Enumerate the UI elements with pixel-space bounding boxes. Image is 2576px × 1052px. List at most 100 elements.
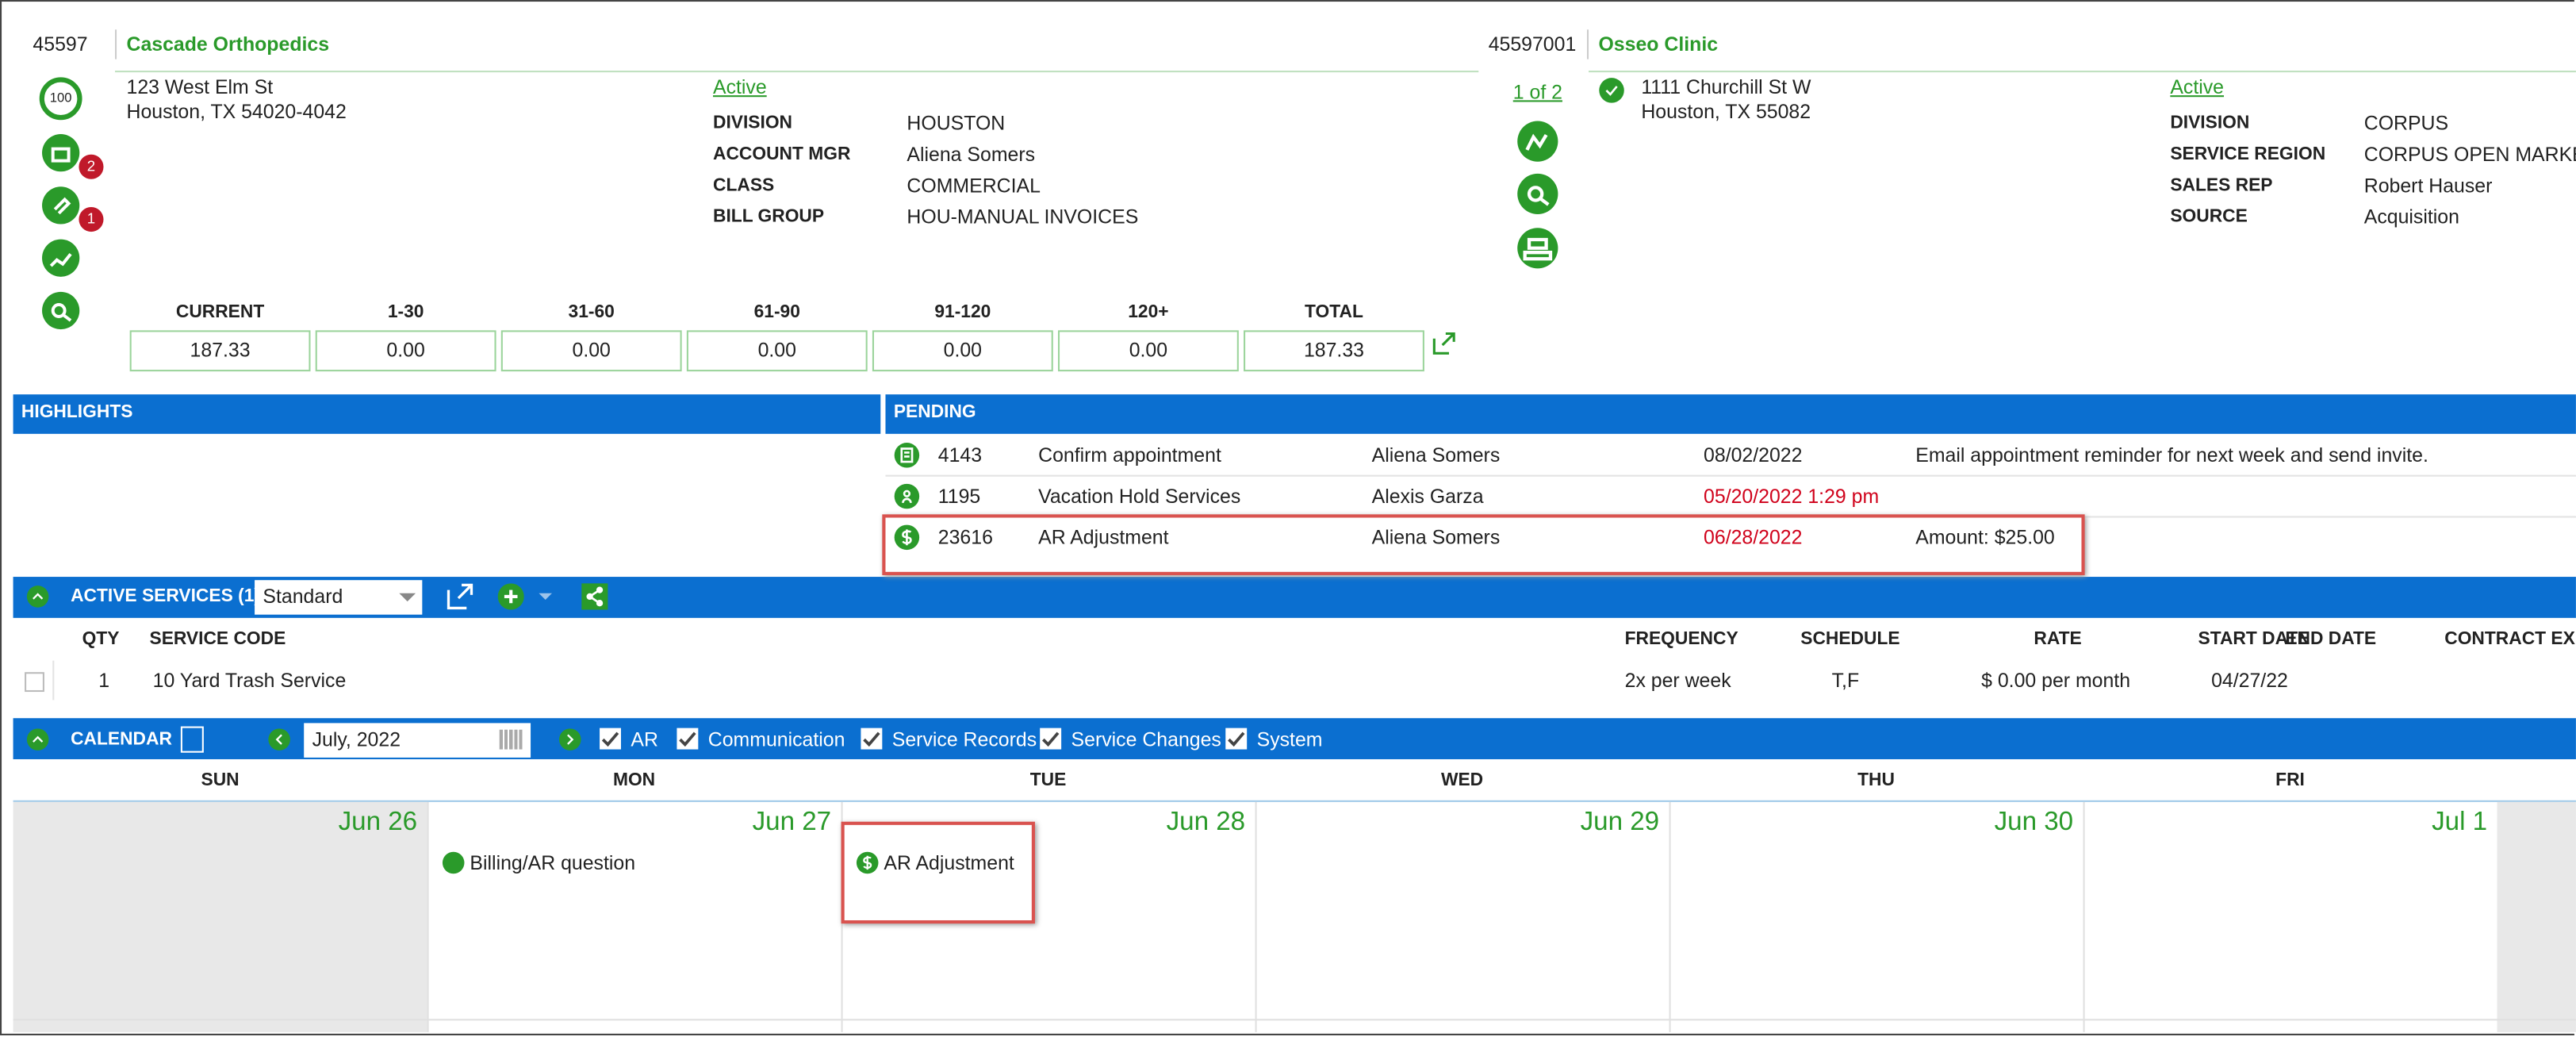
site-tool[interactable] xyxy=(1516,172,1559,215)
site-tool[interactable] xyxy=(1516,120,1559,163)
next-month[interactable] xyxy=(558,728,581,751)
cell-line xyxy=(1669,801,1671,1032)
site-check-svg xyxy=(1599,78,1624,103)
checkbox[interactable] xyxy=(600,728,621,750)
cell-date: Jul 1 xyxy=(2432,808,2488,837)
rule xyxy=(114,71,1479,73)
aging-box: 187.33 xyxy=(1244,330,1424,372)
day-header: THU xyxy=(1857,770,1895,791)
month-input[interactable]: July, 2022 xyxy=(304,723,531,758)
cell-date: Jun 30 xyxy=(1994,808,2074,837)
select-arrow[interactable] xyxy=(399,593,416,610)
site-tool[interactable] xyxy=(1516,227,1559,270)
check xyxy=(601,731,619,747)
cal-grid xyxy=(13,800,2576,1034)
share-icon xyxy=(586,586,604,607)
account-tool[interactable] xyxy=(41,291,81,331)
account-id: 45597 xyxy=(33,33,88,56)
column-header: SERVICE CODE xyxy=(149,629,286,650)
cell-line xyxy=(427,801,429,1032)
column-header: RATE xyxy=(2034,629,2082,650)
status-link[interactable]: Active xyxy=(2170,75,2225,99)
cell-date: Jun 28 xyxy=(1166,808,1246,837)
add-arrow[interactable] xyxy=(539,593,552,607)
list-btn[interactable] xyxy=(180,726,204,753)
section-title: CALENDAR xyxy=(71,729,172,750)
filter-label[interactable]: Service Changes xyxy=(1071,728,1221,751)
add-icon xyxy=(497,583,524,610)
checkbox[interactable] xyxy=(1040,728,1062,750)
open-icon xyxy=(447,583,473,610)
check xyxy=(679,731,696,747)
event[interactable]: AR Adjustment xyxy=(884,850,1014,874)
pending-cell[interactable]: Vacation Hold Services xyxy=(1038,485,1241,509)
checkbox[interactable] xyxy=(1225,728,1248,750)
collapse[interactable] xyxy=(26,728,49,751)
open-aging[interactable] xyxy=(1432,332,1455,355)
column-header: END DATE xyxy=(2285,629,2377,650)
filter-label[interactable]: Service Records xyxy=(891,728,1037,751)
column-header: FREQUENCY xyxy=(1624,629,1738,650)
account-tool[interactable] xyxy=(41,186,81,225)
row-sep xyxy=(885,474,2576,477)
pending-icon-svg xyxy=(894,443,920,468)
pending-cell: 05/20/2022 1:29 pm xyxy=(1704,485,1880,509)
next-month-svg xyxy=(559,728,581,751)
checkbox[interactable] xyxy=(861,728,883,750)
account-name[interactable]: Cascade Orthopedics xyxy=(126,33,330,56)
pending-cell[interactable]: AR Adjustment xyxy=(1038,525,1169,549)
highlight-box xyxy=(882,514,2085,575)
aging-header: 120+ xyxy=(1128,302,1169,322)
account-tool-svg xyxy=(42,239,80,277)
event[interactable]: Billing/AR question xyxy=(470,850,636,874)
service-cell: 10 Yard Trash Service xyxy=(152,669,347,693)
check xyxy=(863,731,880,747)
section-title: HIGHLIGHTS xyxy=(21,402,133,423)
cell-date: Jun 26 xyxy=(338,808,418,837)
add-btn[interactable] xyxy=(497,583,524,610)
checkbox[interactable] xyxy=(677,728,699,750)
picker[interactable] xyxy=(499,729,523,750)
day-header: SUN xyxy=(201,770,240,791)
service-cell: T,F xyxy=(1831,669,1860,693)
day-header: TUE xyxy=(1029,770,1067,791)
pending-cell[interactable]: Confirm appointment xyxy=(1038,443,1221,467)
service-cell: 1 xyxy=(98,669,110,693)
view-select[interactable]: Standard xyxy=(255,580,423,615)
account-tool[interactable] xyxy=(41,238,81,278)
service-cell: $ 0.00 per month xyxy=(1981,669,2131,693)
field-label: ACCOUNT MGR xyxy=(712,144,851,165)
services-bar xyxy=(13,577,2576,618)
site-name[interactable]: Osseo Clinic xyxy=(1598,33,1719,56)
share-btn[interactable] xyxy=(581,583,608,610)
pending-cell: 1195 xyxy=(937,485,981,509)
account-tool-svg xyxy=(42,186,80,225)
cell-line xyxy=(13,1019,2576,1021)
collapse[interactable] xyxy=(26,585,49,608)
status-link[interactable]: Active xyxy=(712,75,767,99)
expand[interactable] xyxy=(25,672,44,693)
column-header: QTY xyxy=(82,629,120,650)
address-line: Houston, TX 55082 xyxy=(1641,100,1811,124)
aging-box: 0.00 xyxy=(686,330,868,372)
aging-header: TOTAL xyxy=(1305,302,1363,322)
rule xyxy=(52,660,55,701)
cell-bg xyxy=(2497,801,2576,1032)
filter-label[interactable]: AR xyxy=(631,728,658,751)
aging-box: 0.00 xyxy=(1057,330,1239,372)
site-pager[interactable]: 1 of 2 xyxy=(1512,80,1562,104)
field-value: CORPUS OPEN MARKET xyxy=(2363,143,2576,167)
filter-label[interactable]: System xyxy=(1256,728,1323,751)
open-btn[interactable] xyxy=(447,583,473,610)
account-tool[interactable] xyxy=(41,133,81,173)
filter-label[interactable]: Communication xyxy=(707,728,845,751)
aging-header: 61-90 xyxy=(753,302,800,322)
site-tool-svg xyxy=(1517,121,1558,162)
field-label: DIVISION xyxy=(2170,113,2250,133)
prev-month[interactable] xyxy=(268,728,291,751)
field-label: SOURCE xyxy=(2170,206,2248,227)
badge: 2 xyxy=(79,154,104,179)
aging-header: CURRENT xyxy=(175,302,265,322)
